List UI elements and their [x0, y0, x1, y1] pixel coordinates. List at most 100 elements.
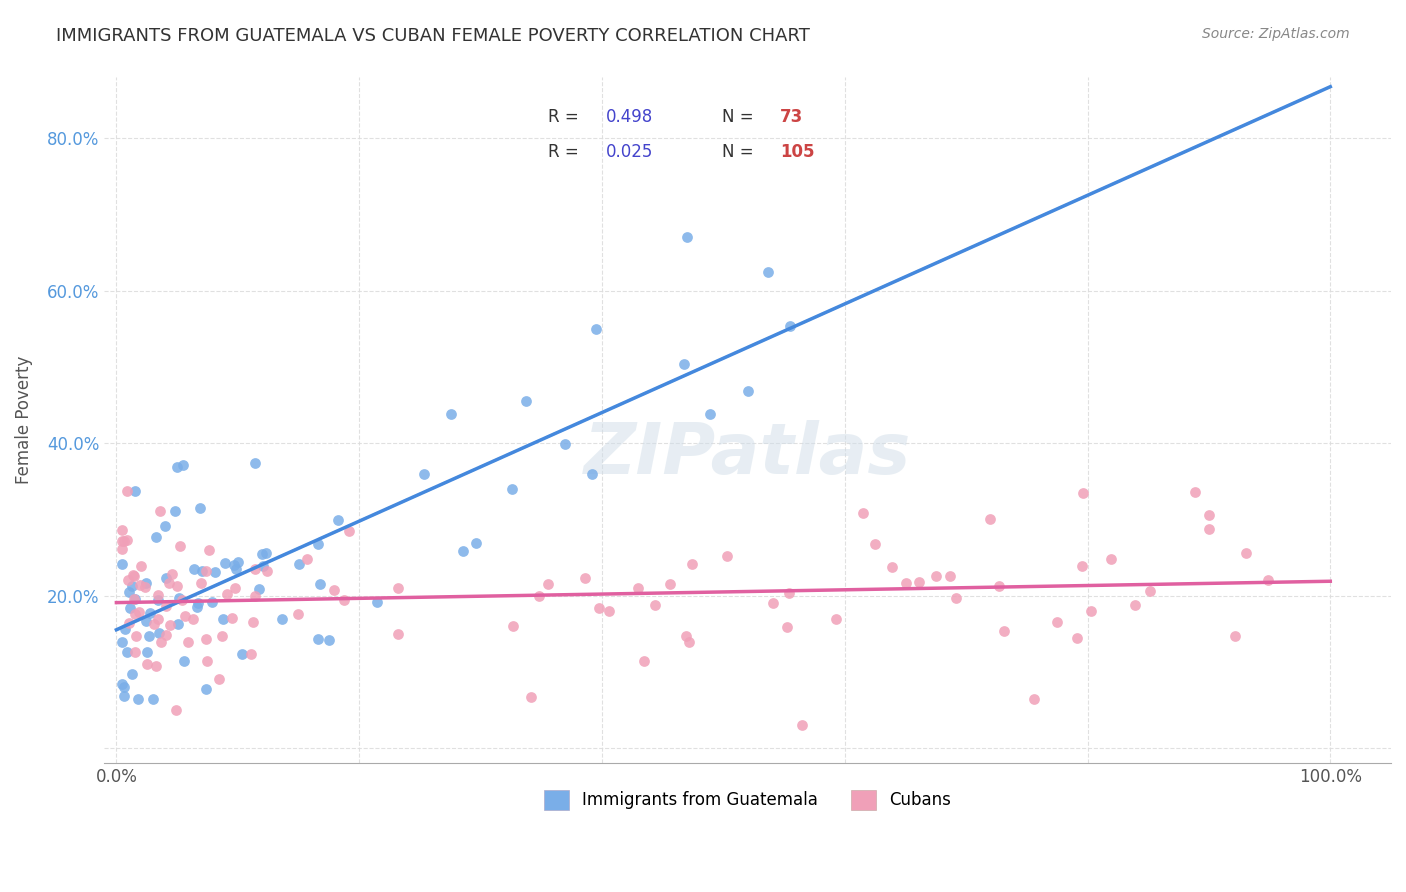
Point	[1099, 552, 1122, 566]
Point	[987, 579, 1010, 593]
Point	[190, 576, 212, 591]
Point	[287, 607, 309, 621]
Point	[675, 629, 697, 643]
Point	[149, 504, 172, 518]
Point	[159, 617, 181, 632]
Point	[122, 569, 145, 583]
Point	[112, 534, 135, 549]
Point	[135, 614, 157, 628]
Point	[387, 627, 409, 641]
Point	[240, 648, 263, 662]
Point	[1257, 573, 1279, 587]
Point	[501, 482, 523, 496]
Point	[1198, 522, 1220, 536]
Point	[779, 318, 801, 333]
Text: R =: R =	[548, 143, 583, 161]
Point	[172, 458, 194, 472]
Point	[135, 657, 157, 671]
Point	[118, 585, 141, 599]
Point	[201, 595, 224, 609]
Point	[1022, 692, 1045, 706]
Point	[155, 571, 177, 585]
Point	[166, 616, 188, 631]
Point	[146, 592, 169, 607]
Point	[160, 566, 183, 581]
Point	[792, 718, 814, 732]
Point	[907, 574, 929, 589]
Point	[157, 575, 180, 590]
Point	[465, 536, 488, 550]
Point	[758, 265, 780, 279]
Point	[111, 533, 134, 548]
Point	[307, 536, 329, 550]
Point	[149, 635, 172, 649]
Point	[129, 559, 152, 574]
Point	[515, 394, 537, 409]
Point	[1234, 546, 1257, 560]
Point	[554, 437, 576, 451]
Point	[198, 543, 221, 558]
Point	[737, 384, 759, 398]
Point	[519, 690, 541, 704]
Point	[115, 645, 138, 659]
Point	[502, 618, 524, 632]
Point	[252, 559, 274, 574]
Point	[644, 599, 666, 613]
Point	[776, 619, 799, 633]
Point	[211, 629, 233, 643]
Point	[1198, 508, 1220, 522]
Point	[190, 564, 212, 578]
Point	[155, 599, 177, 613]
Point	[288, 557, 311, 571]
Point	[167, 591, 190, 606]
Point	[451, 544, 474, 558]
Point	[121, 667, 143, 681]
Point	[166, 460, 188, 475]
Point	[658, 577, 681, 591]
Point	[439, 407, 461, 421]
Point	[121, 579, 143, 593]
Point	[896, 575, 918, 590]
Text: 73: 73	[780, 108, 803, 127]
Point	[633, 654, 655, 668]
Point	[221, 611, 243, 625]
Point	[188, 500, 211, 515]
Point	[194, 632, 217, 646]
Point	[153, 519, 176, 533]
Point	[163, 504, 186, 518]
Point	[581, 467, 603, 482]
Point	[114, 689, 136, 703]
Legend: Immigrants from Guatemala, Cubans: Immigrants from Guatemala, Cubans	[530, 776, 965, 823]
Point	[170, 592, 193, 607]
Point	[124, 483, 146, 498]
Point	[166, 579, 188, 593]
Point	[243, 590, 266, 604]
Point	[135, 576, 157, 591]
Point	[863, 536, 886, 550]
Point	[333, 593, 356, 607]
Point	[173, 655, 195, 669]
Point	[142, 616, 165, 631]
Point	[183, 562, 205, 576]
Point	[128, 605, 150, 619]
Point	[598, 604, 620, 618]
Point	[225, 561, 247, 575]
Point	[307, 632, 329, 646]
Point	[145, 658, 167, 673]
Point	[924, 569, 946, 583]
Point	[250, 547, 273, 561]
Text: Source: ZipAtlas.com: Source: ZipAtlas.com	[1202, 27, 1350, 41]
Point	[1071, 558, 1094, 573]
Point	[337, 524, 360, 538]
Point	[195, 654, 218, 668]
Point	[242, 615, 264, 629]
Point	[1139, 583, 1161, 598]
Point	[165, 702, 187, 716]
Point	[716, 549, 738, 563]
Point	[243, 562, 266, 576]
Point	[226, 555, 249, 569]
Point	[762, 596, 785, 610]
Y-axis label: Female Poverty: Female Poverty	[15, 356, 32, 484]
Text: N =: N =	[721, 143, 759, 161]
Point	[124, 591, 146, 606]
